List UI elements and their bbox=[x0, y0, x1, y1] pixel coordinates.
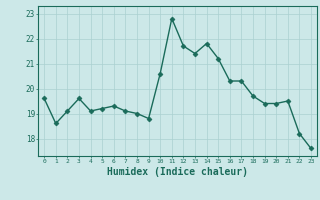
X-axis label: Humidex (Indice chaleur): Humidex (Indice chaleur) bbox=[107, 167, 248, 177]
